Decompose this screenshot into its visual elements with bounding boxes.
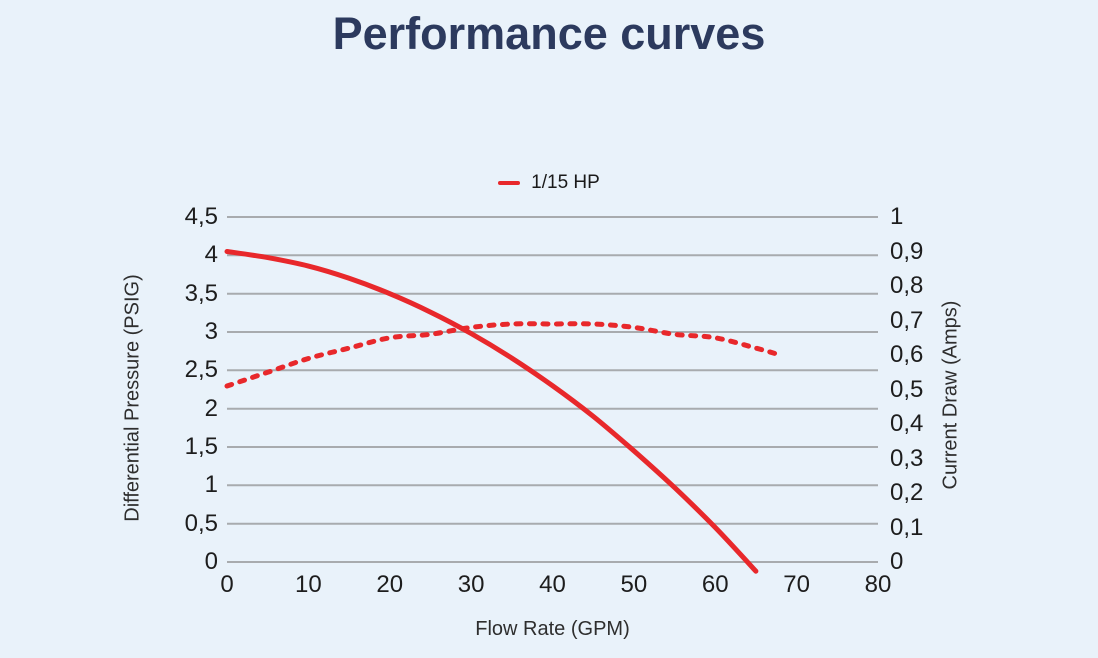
y-right-tick-label: 1	[890, 203, 904, 230]
y-left-tick-label: 2,5	[184, 356, 218, 384]
y-left-tick-label: 0	[204, 548, 218, 575]
y-right-tick-label: 0,7	[890, 306, 924, 334]
x-axis-tick-label: 0	[220, 571, 234, 598]
y-axis-right-title: Current Draw (Amps)	[939, 300, 962, 490]
page-title: Performance curves	[332, 8, 766, 59]
y-right-tick-label: 0	[890, 548, 904, 575]
y-left-tick-label: 3	[204, 318, 218, 345]
y-right-tick-label: 0,8	[890, 272, 924, 299]
y-right-tick-label: 0,1	[890, 513, 924, 541]
legend-line-sample-icon	[498, 181, 521, 185]
legend-label: 1/15 HP	[531, 172, 600, 193]
x-axis-tick-label: 50	[620, 571, 648, 598]
y-left-tick-label: 1,5	[184, 433, 218, 460]
x-axis-tick-label: 70	[783, 571, 810, 598]
y-right-tick-label: 0,6	[890, 341, 924, 368]
x-axis-title: Flow Rate (GPM)	[475, 618, 630, 640]
y-right-tick-label: 0,3	[890, 444, 924, 472]
x-axis-tick-label: 80	[864, 571, 892, 598]
y-left-tick-label: 3,5	[184, 279, 218, 307]
y-left-tick-label: 4	[204, 241, 218, 269]
y-right-tick-label: 0,5	[890, 375, 924, 403]
pressure-curve	[224, 249, 759, 574]
x-axis-tick-label: 20	[376, 571, 404, 598]
y-left-tick-label: 0,5	[184, 509, 218, 537]
x-axis-tick-label: 60	[701, 571, 729, 598]
y-axis-left-title: Differential Pressure (PSIG)	[121, 274, 144, 522]
y-right-tick-label: 0,9	[890, 237, 924, 265]
x-axis-tick-label: 30	[457, 571, 485, 598]
x-axis-tick-label: 40	[539, 571, 566, 598]
y-right-tick-label: 0,4	[890, 410, 924, 437]
chart-legend: 1/15 HP	[0, 172, 1098, 194]
y-left-tick-label: 4,5	[184, 203, 218, 230]
y-left-tick-label: 1	[204, 471, 218, 499]
y-right-tick-label: 0,2	[890, 479, 924, 506]
x-axis-tick-label: 10	[295, 571, 322, 598]
y-left-tick-label: 2	[204, 394, 218, 422]
current-curve	[224, 321, 783, 389]
